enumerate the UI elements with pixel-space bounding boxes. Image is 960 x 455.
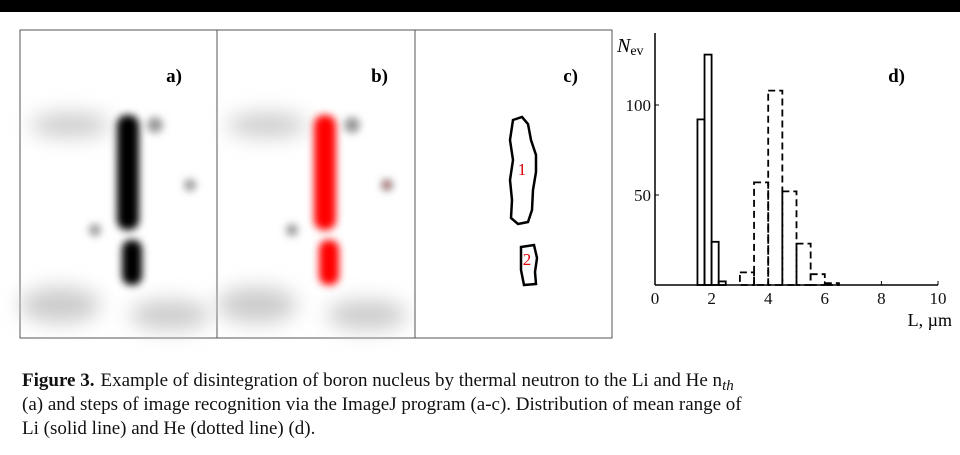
object-label: 1 [518,160,527,179]
histogram-bar [703,53,713,286]
y-tick-label: 100 [626,96,652,115]
caption-label: Figure 3. [22,370,94,391]
histogram-bar [795,242,812,286]
x-tick-label: 10 [930,289,947,308]
histogram-bar [809,273,826,286]
histogram-bar [696,118,706,286]
histogram-bar [767,89,784,286]
x-tick-label: 6 [821,289,830,308]
caption: Figure 3. Example of disintegration of bo… [22,370,742,439]
histogram-chart: Nev d) L, µm 0 2 4 6 8 10 50 100 [616,33,952,330]
histogram-bar [781,190,798,286]
caption-line: (a) and steps of image recognition via t… [22,394,742,415]
y-axis-label: Nev [616,35,644,59]
top-bar [0,0,960,12]
y-tick-label: 50 [634,186,651,205]
panel-label: a) [166,66,182,87]
x-tick-label: 2 [707,289,716,308]
caption-sub: th [722,378,734,394]
object-label: 2 [523,250,532,269]
histogram-bar [823,282,840,286]
histogram-bar [739,271,755,286]
y-label-sub: ev [630,44,643,59]
panel-a: a) [19,29,218,339]
x-tick-label: 0 [651,289,660,308]
panel-label: c) [563,66,578,87]
histogram-bar [753,181,770,286]
x-tick-label: 8 [877,289,886,308]
panel-b: b) [216,29,416,339]
caption-text: Example of disintegration of boron nucle… [100,370,722,391]
y-label-main: N [616,35,632,57]
x-axis-label: L, µm [908,310,952,330]
x-tick-label: 4 [764,289,773,308]
caption-line: Figure 3. Example of disintegration of bo… [22,370,734,394]
histogram-bar [710,240,720,286]
panel-c: 1 2 c) [414,29,613,339]
panel-label: d) [888,66,905,87]
panel-label: b) [371,66,388,87]
caption-line: Li (solid line) and He (dotted line) (d)… [22,418,315,439]
histogram-bar [717,280,727,286]
